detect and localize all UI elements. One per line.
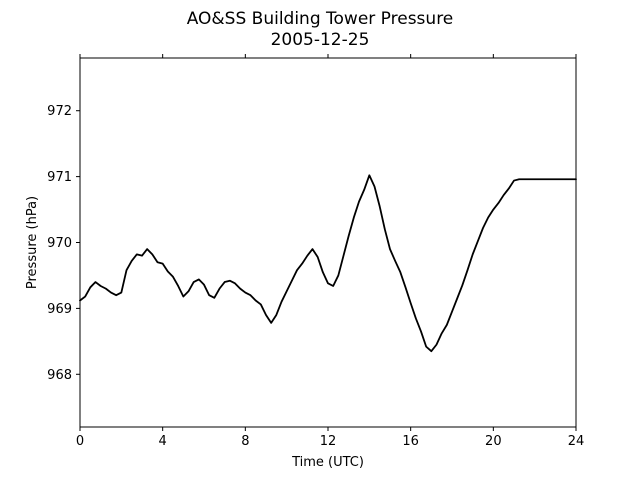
x-tick-label: 0 bbox=[76, 434, 84, 449]
x-tick-label: 16 bbox=[402, 434, 419, 449]
y-tick-label: 971 bbox=[47, 170, 72, 185]
series-line-pressure bbox=[79, 174, 577, 353]
x-axis-label: Time (UTC) bbox=[291, 455, 364, 470]
axis-ticks: 0 4 8 12 16 20 24 968 969 970 971 972 bbox=[47, 54, 584, 449]
chart-subtitle: 2005-12-25 bbox=[271, 30, 370, 50]
x-tick-label: 24 bbox=[568, 434, 585, 449]
y-tick-label: 970 bbox=[47, 236, 72, 251]
x-tick-label: 4 bbox=[159, 434, 167, 449]
chart-title: AO&SS Building Tower Pressure bbox=[187, 9, 454, 29]
plot-frame bbox=[79, 57, 577, 428]
x-tick-label: 8 bbox=[241, 434, 249, 449]
y-tick-label: 972 bbox=[47, 104, 72, 119]
x-tick-label: 20 bbox=[485, 434, 502, 449]
y-axis-label: Pressure (hPa) bbox=[25, 196, 40, 289]
y-tick-label: 969 bbox=[47, 302, 72, 317]
y-tick-label: 968 bbox=[47, 368, 72, 383]
x-tick-label: 12 bbox=[320, 434, 337, 449]
